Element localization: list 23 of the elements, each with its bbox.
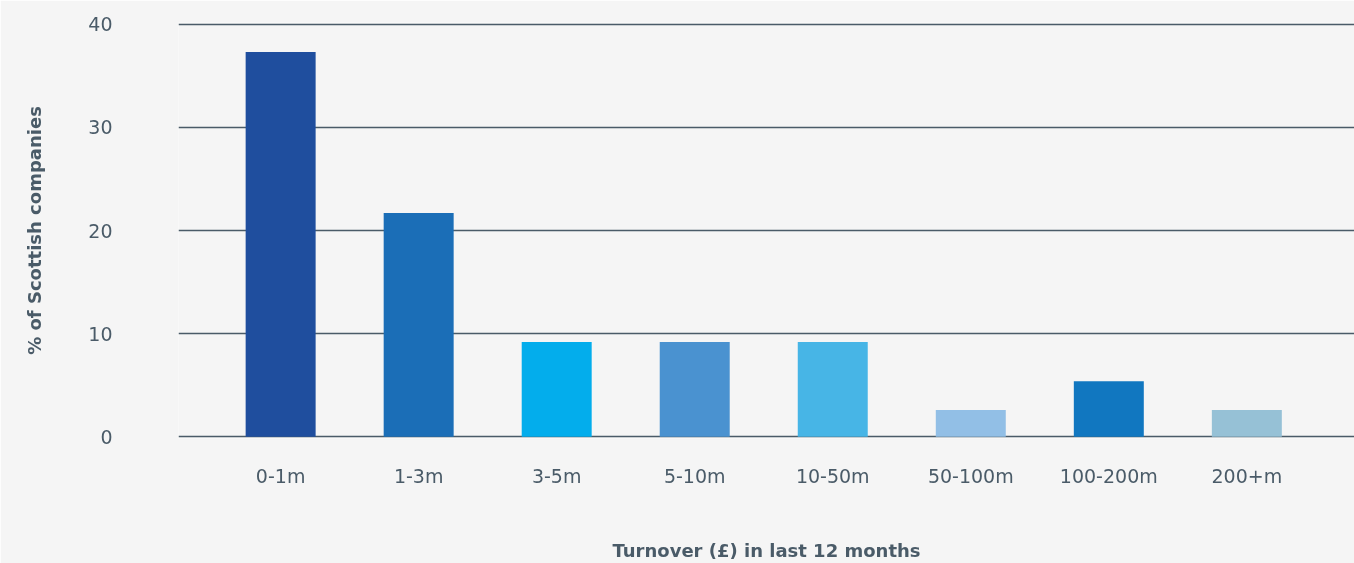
bar xyxy=(1073,381,1144,437)
y-tick-label: 20 xyxy=(88,219,113,242)
bar xyxy=(521,341,592,437)
y-axis-title: % of Scottish companies xyxy=(24,106,46,355)
x-tick-label: 200+m xyxy=(1211,464,1283,487)
bar xyxy=(1211,410,1282,437)
x-tick-label: 0-1m xyxy=(255,464,306,487)
bar xyxy=(659,341,730,437)
x-tick-label: 50-100m xyxy=(927,464,1014,487)
x-tick-label: 5-10m xyxy=(663,464,726,487)
y-tick-label: 0 xyxy=(100,425,113,448)
x-tick-label: 100-200m xyxy=(1059,464,1158,487)
y-tick-label: 10 xyxy=(88,322,113,345)
y-tick-label: 30 xyxy=(88,116,113,139)
y-tick-label: 40 xyxy=(88,13,113,36)
bar xyxy=(245,52,316,437)
x-axis-title: Turnover (£) in last 12 months xyxy=(612,539,921,561)
x-tick-label: 1-3m xyxy=(393,464,444,487)
x-tick-label: 10-50m xyxy=(795,464,870,487)
bar xyxy=(383,212,454,437)
bar xyxy=(935,410,1006,437)
bar xyxy=(797,341,868,437)
x-tick-label: 3-5m xyxy=(531,464,582,487)
